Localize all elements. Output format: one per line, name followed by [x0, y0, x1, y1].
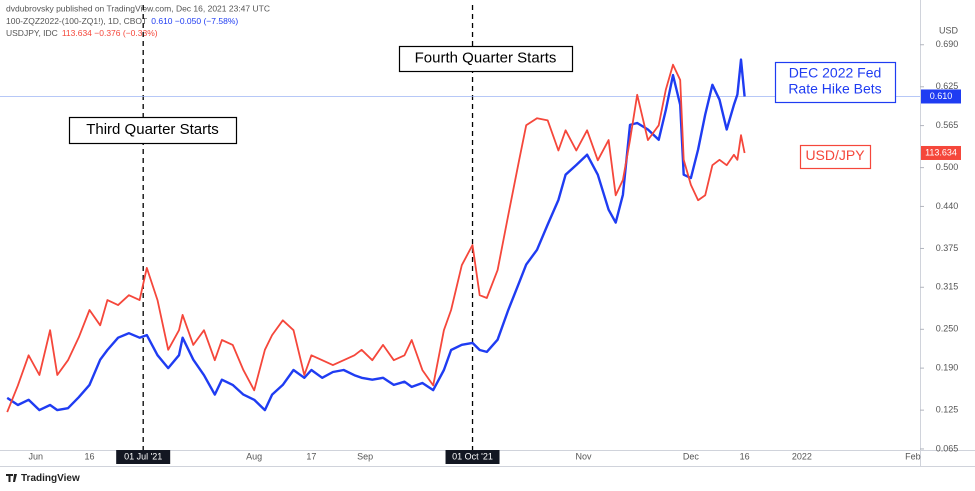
x-tick-label: Aug — [246, 451, 262, 461]
y-tick-label: 0.500 — [936, 162, 959, 172]
x-tick-label: 16 — [740, 451, 750, 461]
y-tick-label: 0.565 — [936, 120, 959, 130]
x-tick-highlight — [116, 450, 171, 464]
x-tick-label: 17 — [306, 451, 316, 461]
legend-name: USDJPY, IDC — [6, 28, 58, 38]
x-tick-label: Sep — [357, 451, 373, 461]
x-tick-highlight — [445, 450, 500, 464]
annotation-text: USD/JPY — [805, 147, 865, 163]
last-value-tag — [921, 145, 961, 160]
y-tick-label: 0.440 — [936, 201, 959, 211]
last-value-label: 113.634 — [925, 147, 957, 157]
annotation-text: Third Quarter Starts — [86, 121, 219, 138]
watermark: TradingView — [6, 473, 80, 484]
annotation-box — [68, 116, 238, 145]
series-line — [6, 63, 746, 413]
y-tick-label: 0.625 — [936, 81, 959, 91]
x-tick-label: 2022 — [792, 451, 812, 461]
watermark-text: TradingView — [21, 473, 80, 484]
series-line — [6, 58, 746, 412]
logo — [6, 474, 17, 482]
x-tick-label: 01 Jul '21 — [124, 451, 162, 461]
y-tick-label: 0.190 — [936, 362, 959, 372]
last-value-label: 0.610 — [930, 91, 953, 101]
author-line: dvdubrovsky published on TradingView.com… — [6, 3, 270, 13]
y-tick-label: 0.690 — [936, 39, 959, 49]
last-value-tag — [921, 89, 961, 104]
y-tick-label: 0.250 — [936, 324, 959, 334]
legend-entry: USDJPY, IDC 113.634 −0.376 (−0.33%) — [6, 28, 158, 38]
legend-quote: 113.634 −0.376 (−0.33%) — [62, 28, 158, 38]
y-unit: USD — [939, 25, 959, 35]
x-tick-label: Nov — [575, 451, 592, 461]
y-tick-label: 0.065 — [936, 443, 959, 453]
legend-name: 100-ZQZ2022-(100-ZQ1!), 1D, CBOT — [6, 16, 147, 26]
x-tick-label: Dec — [683, 451, 700, 461]
x-tick-label: Jun — [29, 451, 44, 461]
y-tick-label: 0.125 — [936, 405, 959, 415]
legend-quote: 0.610 −0.050 (−7.58%) — [151, 16, 238, 26]
y-tick-label: 0.375 — [936, 243, 959, 253]
annotation-box — [398, 45, 574, 73]
x-tick-label: 01 Oct '21 — [452, 451, 493, 461]
annotation-text: DEC 2022 Fed — [789, 65, 882, 81]
legend-entry: 100-ZQZ2022-(100-ZQ1!), 1D, CBOT 0.610 −0… — [6, 16, 238, 26]
annotation-box — [774, 61, 897, 104]
annotation-text: Rate Hike Bets — [788, 81, 881, 97]
y-tick-label: 0.315 — [936, 282, 959, 292]
annotation-text: Fourth Quarter Starts — [415, 49, 557, 66]
x-tick-label: Feb — [905, 451, 921, 461]
x-tick-label: 16 — [84, 451, 94, 461]
annotation-box — [799, 144, 872, 170]
